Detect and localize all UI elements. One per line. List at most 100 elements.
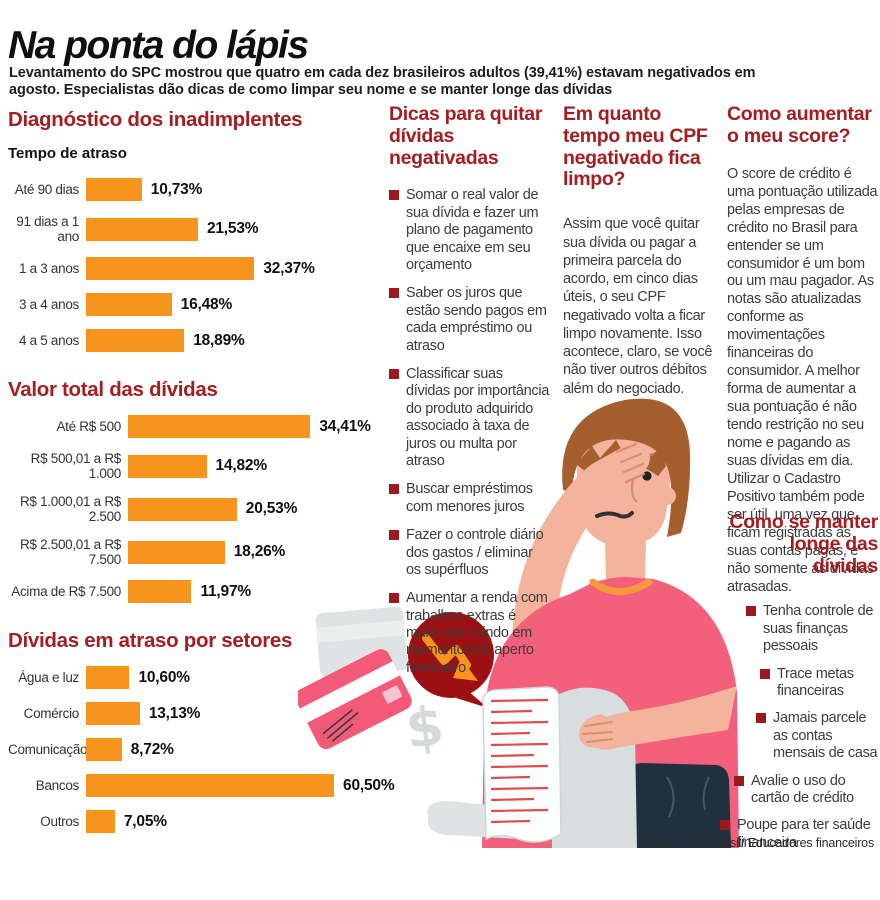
bar-label: R$ 2.500,01 a R$ 7.500 [19, 537, 121, 567]
list-item: Jamais parcele as contas mensais de casa [756, 710, 878, 762]
bar [86, 738, 122, 761]
hand-finger-lines [582, 721, 613, 743]
list-item: Poupe para ter saúde financeira [720, 817, 878, 852]
list-item: Somar o real valor de sua dívida e fazer… [389, 187, 549, 274]
body-text: O score de crédito é uma pontuação utili… [727, 165, 878, 595]
bar [128, 540, 225, 564]
bullet-square-icon [389, 288, 399, 299]
bar-label: Água e luz [18, 670, 79, 685]
downtrend-arrow-bubble-icon [408, 612, 494, 708]
bar-value: 18,26% [233, 543, 286, 560]
bullet-square-icon [720, 820, 730, 831]
bar-row: R$ 1.000,01 a R$ 2.500 20,53% [8, 494, 384, 524]
source-credit: Fontes: SPC Brasil/ Educadores financeir… [639, 836, 874, 850]
receipt-lines [490, 698, 549, 824]
bullet-square-icon [746, 606, 756, 617]
receipt-fold [552, 687, 637, 848]
bar [128, 415, 311, 438]
bullet-square-icon [756, 713, 766, 724]
bar-label: Até R$ 500 [56, 419, 121, 434]
list-item: Trace metas financeiras [760, 666, 878, 701]
bar-label: Até 90 dias [14, 182, 80, 197]
bar-value: 8,72% [130, 740, 174, 758]
list-item: Fazer o controle diário dos gastos / eli… [389, 527, 549, 579]
chart-subtitle: Tempo de atraso [8, 145, 127, 162]
tip-text: Poupe para ter saúde financeira [737, 817, 871, 851]
bullet-square-icon [760, 668, 770, 679]
bar-label: R$ 500,01 a R$ 1.000 [30, 451, 122, 481]
list-item: Tenha controle de suas finanças pessoais [746, 603, 878, 655]
bar [86, 702, 140, 725]
bar-value: 10,60% [138, 668, 190, 686]
chart-title: Valor total das dívidas [8, 378, 218, 401]
bar-label: R$ 1.000,01 a R$ 2.500 [19, 494, 121, 524]
bar-row: Até 90 dias 10,73% [8, 178, 384, 201]
list-item: Buscar empréstimos com menores juros [389, 481, 549, 516]
bar-row: Comércio 13,13% [8, 702, 384, 725]
bar [86, 293, 172, 316]
hair [562, 398, 691, 537]
section-title: Como se manter longe das dívidas [729, 511, 878, 577]
tip-text: Saber os juros que estão sendo pagos em … [406, 285, 547, 354]
bar-label: 1 a 3 anos [18, 261, 79, 276]
cpf-column: Em quanto tempo meu CPF negativado fica … [563, 103, 717, 398]
shirt-collar [589, 578, 653, 595]
tip-text: Buscar empréstimos com menores juros [406, 481, 533, 515]
section-title: Em quanto tempo meu CPF negativado fica … [563, 103, 708, 191]
worried-man-illustration [427, 398, 739, 848]
bullet-square-icon [389, 530, 399, 541]
page-subtitle: Levantamento do SPC mostrou que quatro e… [9, 64, 756, 98]
bar [86, 666, 130, 689]
bar-row: 91 dias a 1 ano 21,53% [8, 214, 384, 244]
bar [86, 329, 185, 352]
bar-value: 14,82% [215, 457, 268, 474]
bar [86, 810, 115, 833]
bar [86, 178, 142, 201]
tip-text: Tenha controle de suas finanças pessoais [763, 603, 874, 655]
bar-label: 91 dias a 1 ano [16, 214, 79, 244]
bar-row: 4 a 5 anos 18,89% [8, 329, 384, 352]
tip-text: Trace metas financeiras [777, 665, 854, 700]
jeans-pockets [666, 776, 710, 818]
bar [128, 454, 207, 478]
bar-row: R$ 500,01 a R$ 1.000 14,82% [8, 451, 384, 481]
raised-arm [512, 442, 650, 638]
tips-column: Dicas para quitar dívidas negativadas So… [389, 103, 549, 688]
list-item: Classificar suas dívidas por importância… [389, 366, 549, 470]
bar-label: 4 a 5 anos [18, 333, 79, 348]
credit-cards-icon [298, 606, 412, 750]
jeans [626, 763, 731, 848]
bar-chart-total-debt: Valor total das dívidas Até R$ 500 34,41… [8, 378, 384, 603]
tip-text: Classificar suas dívidas por importância… [406, 366, 550, 469]
forearm [589, 686, 737, 750]
bar [128, 497, 237, 521]
bar-value: 18,89% [193, 331, 245, 349]
bar-row: Outros 7,05% [8, 810, 384, 833]
bar-value: 10,73% [150, 180, 203, 198]
bar-row: R$ 2.500,01 a R$ 7.500 18,26% [8, 537, 384, 567]
bar-label: Acima de R$ 7.500 [11, 584, 121, 599]
bar-value: 7,05% [123, 812, 167, 830]
section-title: Como aumentar o meu score? [727, 103, 872, 147]
bar-row: Água e luz 10,60% [8, 666, 384, 689]
bar-label: Comunicação [8, 742, 88, 757]
tip-text: Fazer o controle diário dos gastos / eli… [406, 527, 544, 578]
hand-fingers [615, 442, 646, 484]
eye-right [642, 471, 652, 481]
tip-text: Jamais parcele as contas mensais de casa [773, 710, 878, 762]
bar-row: 3 a 4 anos 16,48% [8, 293, 384, 316]
bullet-square-icon [389, 369, 399, 379]
bar-row: Comunicação 8,72% [8, 738, 384, 761]
tip-text: Avalie o uso do cartão de crédito [751, 772, 854, 806]
score-column: Como aumentar o meu score? O score de cr… [727, 103, 879, 597]
mouth [595, 511, 634, 519]
body-text: Assim que você quitar sua dívida ou paga… [563, 216, 713, 397]
bar-value: 20,53% [245, 500, 298, 517]
bar-value: 16,48% [180, 295, 233, 313]
bullet-square-icon [734, 775, 744, 786]
receipt-paper [482, 686, 562, 843]
bar [128, 580, 192, 603]
nose [630, 477, 638, 503]
section-title: Dicas para quitar dívidas negativadas [389, 103, 543, 169]
